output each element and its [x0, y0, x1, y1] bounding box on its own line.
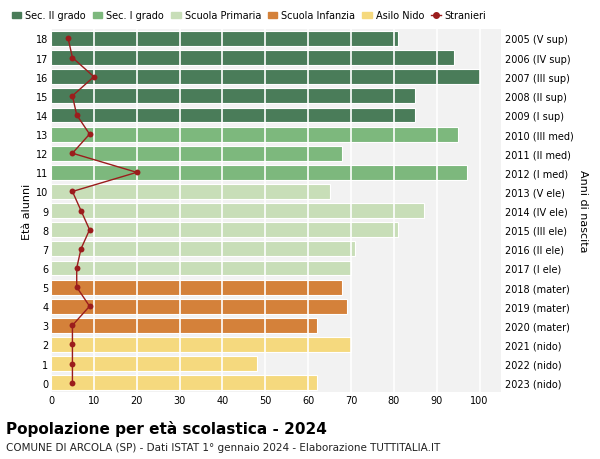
Bar [51, 337, 351, 352]
Bar [51, 223, 398, 238]
Point [76, 207, 86, 215]
Point [68, 150, 77, 157]
Point [68, 360, 77, 368]
Text: Popolazione per età scolastica - 2024: Popolazione per età scolastica - 2024 [6, 420, 327, 436]
Bar [51, 356, 257, 371]
Bar [51, 108, 415, 123]
Point [64, 36, 73, 43]
Point [68, 322, 77, 329]
Bar [51, 166, 467, 180]
Point [85, 303, 94, 310]
Bar [51, 32, 398, 47]
Point [68, 341, 77, 348]
Bar [51, 318, 317, 333]
Bar [51, 127, 458, 142]
Point [68, 93, 77, 101]
Point [72, 265, 82, 272]
Bar [51, 204, 424, 218]
Bar [51, 375, 317, 390]
Y-axis label: Anni di nascita: Anni di nascita [578, 170, 588, 252]
Point [132, 169, 142, 177]
Bar [51, 299, 347, 314]
Point [76, 246, 86, 253]
Bar [51, 280, 343, 295]
Legend: Sec. II grado, Sec. I grado, Scuola Primaria, Scuola Infanzia, Asilo Nido, Stran: Sec. II grado, Sec. I grado, Scuola Prim… [12, 11, 486, 22]
Point [89, 74, 98, 81]
Point [85, 131, 94, 139]
Point [72, 112, 82, 119]
Y-axis label: Età alunni: Età alunni [22, 183, 32, 239]
Bar [51, 261, 351, 276]
Point [68, 379, 77, 386]
Point [72, 284, 82, 291]
Bar [51, 185, 329, 200]
Point [68, 55, 77, 62]
Bar [51, 70, 479, 85]
Bar [51, 146, 343, 161]
Bar [51, 89, 415, 104]
Point [68, 188, 77, 196]
Bar [51, 242, 355, 257]
Text: COMUNE DI ARCOLA (SP) - Dati ISTAT 1° gennaio 2024 - Elaborazione TUTTITALIA.IT: COMUNE DI ARCOLA (SP) - Dati ISTAT 1° ge… [6, 442, 440, 452]
Point [85, 227, 94, 234]
Bar [51, 51, 454, 66]
